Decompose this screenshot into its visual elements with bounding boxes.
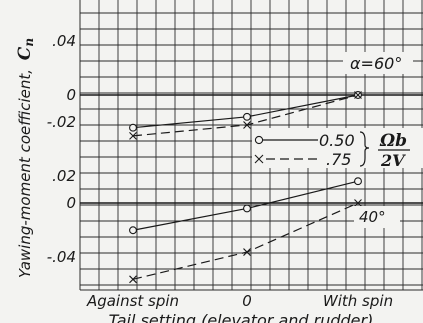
panel-label-40: 40° (359, 208, 386, 226)
y-axis-title: Yawing-moment coefficient, Cn (15, 38, 36, 278)
y-tick-label: -.02 (47, 113, 76, 131)
legend-param-numerator: Ωb (379, 131, 407, 151)
x-tick-labels: Against spin 0 With spin (86, 292, 393, 310)
legend-marker-circle (254, 135, 264, 145)
data-point-x (129, 131, 137, 140)
data-point-x (354, 199, 362, 207)
data-point-circle (243, 112, 251, 121)
data-point-circle (354, 177, 362, 186)
y-tick-label: 0 (66, 194, 76, 212)
legend: 0.50 .75 Ωb 2V (252, 128, 423, 170)
data-point-circle (129, 123, 137, 132)
x-axis-title: Tail setting (elevator and rudder) (109, 311, 374, 323)
legend-marker-x (254, 154, 264, 164)
data-point-x (243, 248, 251, 256)
legend-entry-075: .75 (326, 150, 351, 169)
series-markers (129, 91, 362, 284)
data-point-x (129, 275, 137, 284)
x-tick-label: Against spin (86, 292, 179, 310)
panel-label-alpha-60: α=60° (350, 54, 402, 73)
y-tick-labels: .04 0 -.02 .02 0 -.04 (47, 32, 76, 266)
y-tick-label: 0 (66, 86, 76, 104)
y-tick-label: .02 (52, 167, 76, 185)
x-tick-label: 0 (242, 292, 252, 310)
series-lines (132, 94, 359, 280)
forty-label-bg (354, 206, 400, 228)
legend-brace (359, 131, 370, 167)
data-point-circle (129, 226, 137, 235)
alpha-label-bg (343, 52, 413, 74)
x-tick-label: With spin (323, 292, 393, 310)
data-point-x (354, 91, 362, 99)
series-line-panel1-dashed (132, 202, 359, 280)
data-point-x (243, 121, 251, 129)
y-tick-label: -.04 (47, 248, 76, 266)
legend-bg (252, 128, 423, 168)
legend-param-denominator: 2V (380, 151, 406, 170)
y-tick-label: .04 (52, 32, 76, 50)
data-point-circle (243, 204, 251, 213)
legend-entry-050: 0.50 (319, 131, 355, 150)
zero-lines (80, 94, 423, 204)
